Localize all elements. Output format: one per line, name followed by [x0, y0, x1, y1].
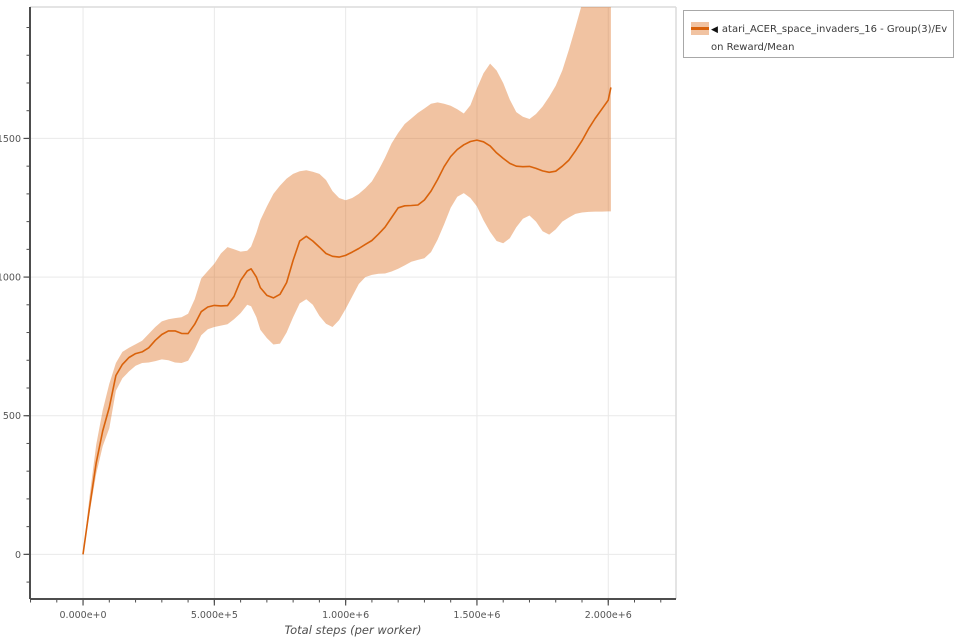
x-tick-label: 1.000e+6: [322, 610, 369, 621]
x-tick-label: 1.500e+6: [453, 610, 500, 621]
legend-series-swatch-line: [691, 27, 709, 30]
x-tick-label: 5.000e+5: [191, 610, 238, 621]
legend-series-name-line2: on Reward/Mean: [711, 42, 795, 53]
x-tick-label: 2.000e+6: [585, 610, 632, 621]
legend[interactable]: ◀ atari_ACER_space_invaders_16 - Group(3)…: [683, 10, 954, 58]
mean-line: [82, 87, 612, 555]
y-tick-label: 500: [3, 411, 21, 422]
legend-series-name-line1: ◀ atari_ACER_space_invaders_16 - Group(3)…: [711, 21, 947, 39]
y-tick-label: 1500: [0, 134, 21, 145]
legend-series-name-text1: atari_ACER_space_invaders_16 - Group(3)/…: [721, 24, 947, 35]
x-axis-title: Total steps (per worker): [284, 623, 422, 637]
confidence-band: [83, 7, 611, 555]
legend-series-swatch: [691, 22, 709, 35]
y-tick-label: 0: [15, 550, 21, 561]
x-tick-label: 0.000e+0: [60, 610, 107, 621]
y-tick-label: 1000: [0, 273, 21, 284]
legend-collapse-icon[interactable]: ◀: [711, 25, 718, 35]
